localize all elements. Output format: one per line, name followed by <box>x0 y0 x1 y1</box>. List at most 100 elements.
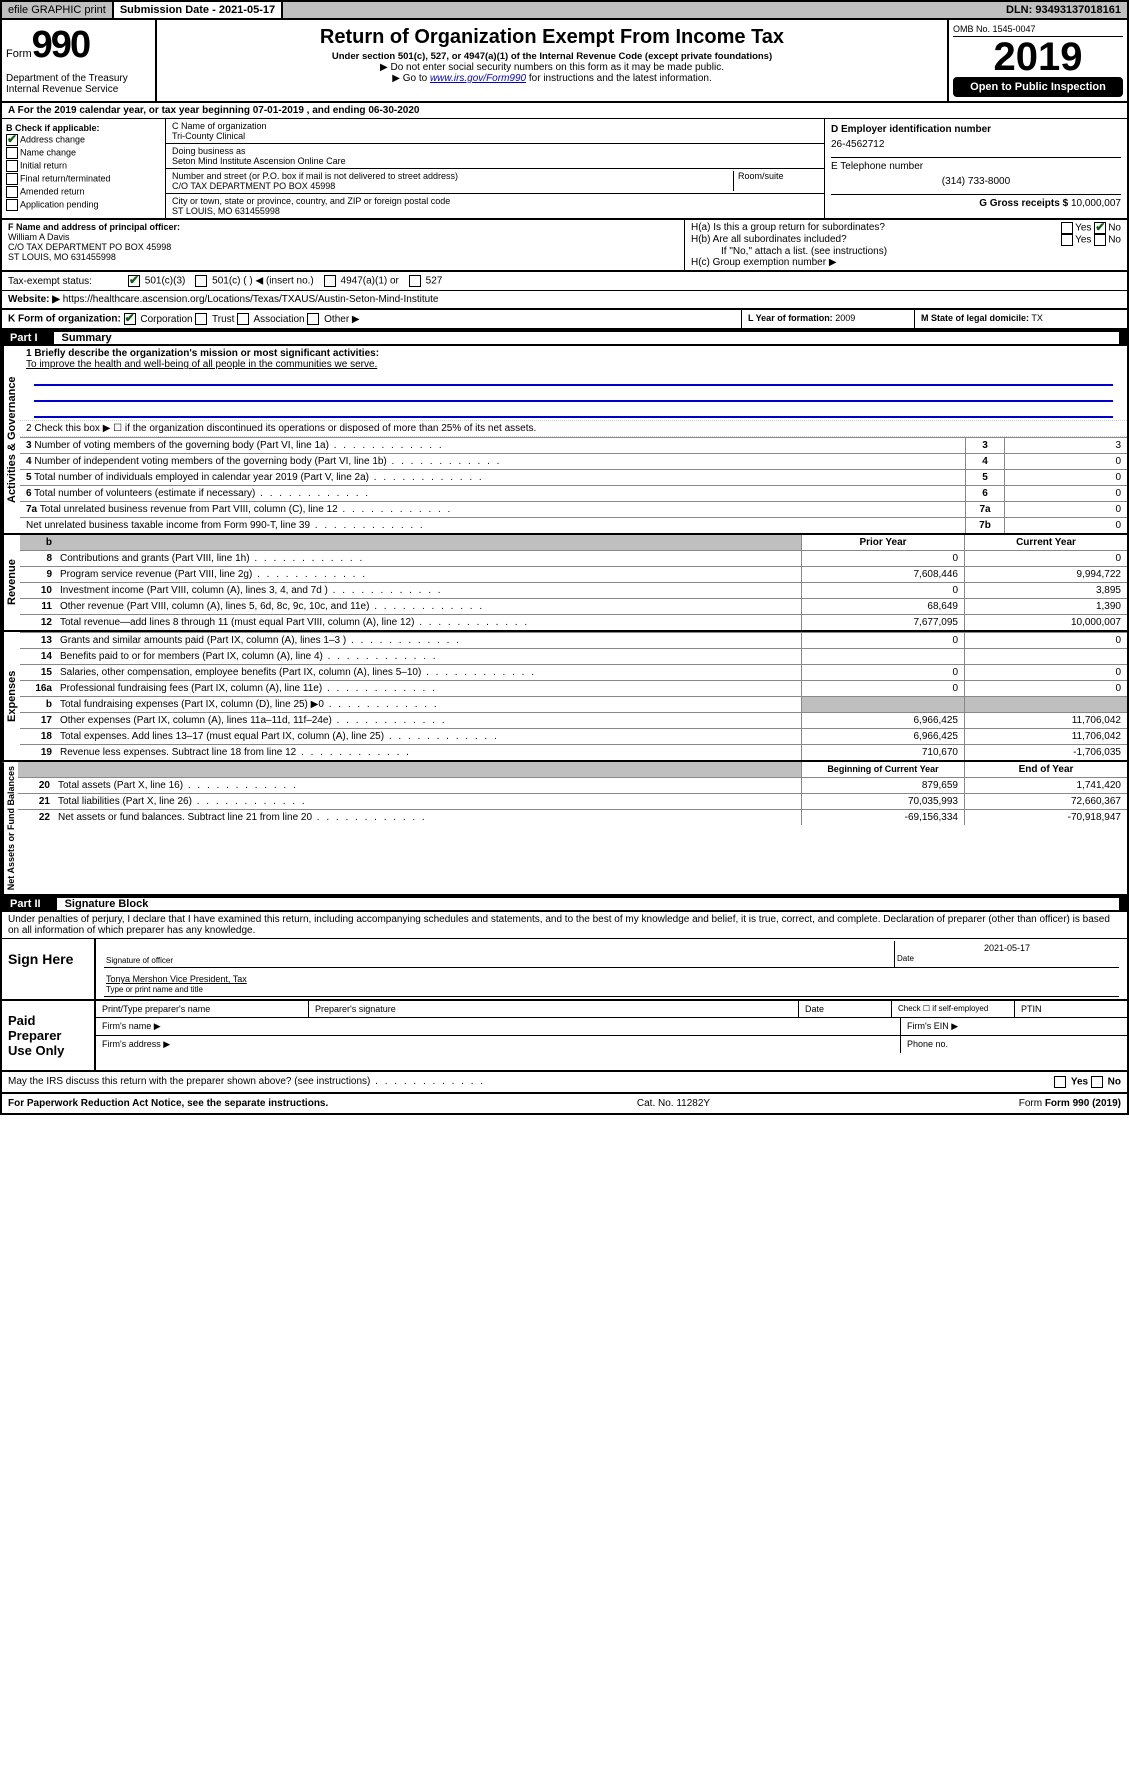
chk-assoc[interactable]: Association <box>237 314 304 325</box>
chk-address-change[interactable]: Address change <box>6 134 161 146</box>
year-box: OMB No. 1545-0047 2019 Open to Public In… <box>949 20 1127 101</box>
sign-here-label: Sign Here <box>2 939 96 999</box>
chk-4947[interactable]: 4947(a)(1) or <box>324 275 399 287</box>
formorg-row: K Form of organization: Corporation Trus… <box>2 310 1127 330</box>
gross-label: G Gross receipts $ <box>979 198 1068 209</box>
part1-header: Part I Summary <box>2 330 1127 346</box>
chk-trust[interactable]: Trust <box>195 314 234 325</box>
discuss-yes[interactable] <box>1054 1076 1066 1088</box>
rev-label: Revenue <box>2 535 20 630</box>
form-page: efile GRAPHIC print Submission Date - 20… <box>0 0 1129 1115</box>
part2-subtitle: Signature Block <box>57 898 1119 910</box>
ha-no[interactable]: No <box>1108 223 1121 234</box>
gov-line: 5 Total number of individuals employed i… <box>20 469 1127 485</box>
paid-preparer-block: Paid Preparer Use Only Print/Type prepar… <box>2 1001 1127 1072</box>
prep-date-hdr: Date <box>799 1001 892 1017</box>
efile-label[interactable]: efile GRAPHIC print <box>2 2 114 18</box>
prep-ptin-hdr: PTIN <box>1015 1001 1127 1017</box>
firm-phone: Phone no. <box>901 1036 1127 1053</box>
hb-label: H(b) Are all subordinates included? <box>691 234 847 246</box>
note-goto-pre: ▶ Go to <box>392 73 430 84</box>
footer: For Paperwork Reduction Act Notice, see … <box>2 1094 1127 1113</box>
revenue-section: Revenue b Prior Year Current Year 8Contr… <box>2 535 1127 632</box>
title-section: Form990 Department of the Treasury Inter… <box>2 20 1127 103</box>
discuss-text: May the IRS discuss this return with the… <box>8 1076 485 1088</box>
part1-label: Part I <box>10 332 50 344</box>
website-value: https://healthcare.ascension.org/Locatio… <box>63 294 439 305</box>
fin-line: 8Contributions and grants (Part VIII, li… <box>20 550 1127 566</box>
chk-501c[interactable]: 501(c) ( ) ◀ (insert no.) <box>195 275 313 287</box>
irs-link[interactable]: www.irs.gov/Form990 <box>430 73 526 84</box>
ha-yes[interactable]: Yes <box>1075 223 1091 234</box>
chk-corp[interactable]: Corporation <box>124 314 193 325</box>
fin-line: 14Benefits paid to or for members (Part … <box>20 648 1127 664</box>
ein-label: D Employer identification number <box>831 124 1121 135</box>
hb-note: If "No," attach a list. (see instruction… <box>691 246 1121 257</box>
website-row: Website: ▶ https://healthcare.ascension.… <box>2 291 1127 310</box>
officer-row: F Name and address of principal officer:… <box>2 220 1127 272</box>
chk-501c3[interactable]: 501(c)(3) <box>128 275 185 287</box>
gov-line: 7a Total unrelated business revenue from… <box>20 501 1127 517</box>
chk-initial-return[interactable]: Initial return <box>6 160 161 172</box>
sig-date: 2021-05-17Date <box>894 941 1119 968</box>
prep-se-hdr[interactable]: Check ☐ if self-employed <box>892 1001 1015 1017</box>
q2: 2 Check this box ▶ ☐ if the organization… <box>20 421 1127 437</box>
box-b-label: B Check if applicable: <box>6 123 161 133</box>
year-formation: 2009 <box>835 313 855 323</box>
fin-line: 19Revenue less expenses. Subtract line 1… <box>20 744 1127 760</box>
prep-name-hdr: Print/Type preparer's name <box>96 1001 309 1017</box>
col-end: End of Year <box>964 762 1127 777</box>
formorg-label: K Form of organization: <box>8 314 121 325</box>
phone-label: E Telephone number <box>831 161 1121 172</box>
chk-pending[interactable]: Application pending <box>6 199 161 211</box>
form-ref: Form Form 990 (2019) <box>1019 1098 1121 1109</box>
net-label: Net Assets or Fund Balances <box>2 762 18 894</box>
officer-label: F Name and address of principal officer: <box>8 222 678 232</box>
note-goto-post: for instructions and the latest informat… <box>526 73 712 84</box>
box-h: H(a) Is this a group return for subordin… <box>685 220 1127 270</box>
expenses-section: Expenses 13Grants and similar amounts pa… <box>2 632 1127 762</box>
sig-officer[interactable]: Signature of officer <box>104 941 894 968</box>
hb-yes[interactable]: Yes <box>1075 235 1091 246</box>
chk-527[interactable]: 527 <box>409 275 442 287</box>
discuss-no[interactable] <box>1091 1076 1103 1088</box>
dba-value: Seton Mind Institute Ascension Online Ca… <box>172 156 818 166</box>
chk-name-change[interactable]: Name change <box>6 147 161 159</box>
box-f: F Name and address of principal officer:… <box>2 220 685 270</box>
gov-line: 3 Number of voting members of the govern… <box>20 437 1127 453</box>
fin-line: 22Net assets or fund balances. Subtract … <box>18 809 1127 825</box>
fin-line: 21Total liabilities (Part X, line 26)70,… <box>18 793 1127 809</box>
hb-no[interactable]: No <box>1108 235 1121 246</box>
chk-final-return[interactable]: Final return/terminated <box>6 173 161 185</box>
website-label: Website: ▶ <box>8 294 60 305</box>
gov-line: Net unrelated business taxable income fr… <box>20 517 1127 533</box>
firm-ein: Firm's EIN ▶ <box>901 1018 1127 1035</box>
fin-line: 16aProfessional fundraising fees (Part I… <box>20 680 1127 696</box>
chk-other[interactable]: Other ▶ <box>307 314 359 325</box>
dba-label: Doing business as <box>172 146 818 156</box>
name-label: C Name of organization <box>172 121 818 131</box>
fin-line: 11Other revenue (Part VIII, column (A), … <box>20 598 1127 614</box>
tax-year: 2019 <box>953 37 1123 77</box>
city-label: City or town, state or province, country… <box>172 196 818 206</box>
part2-header: Part II Signature Block <box>2 896 1127 912</box>
fin-line: 18Total expenses. Add lines 13–17 (must … <box>20 728 1127 744</box>
part1-subtitle: Summary <box>54 332 1119 344</box>
header-bar: efile GRAPHIC print Submission Date - 20… <box>2 2 1127 20</box>
fin-line: bTotal fundraising expenses (Part IX, co… <box>20 696 1127 712</box>
box-l: L Year of formation: 2009 <box>742 310 915 328</box>
chk-amended[interactable]: Amended return <box>6 186 161 198</box>
title-box: Return of Organization Exempt From Incom… <box>157 20 949 101</box>
fin-line: 17Other expenses (Part IX, column (A), l… <box>20 712 1127 728</box>
dept-label: Department of the Treasury Internal Reve… <box>6 73 151 95</box>
box-d-e-g: D Employer identification number26-45627… <box>825 119 1127 218</box>
form-subtitle: Under section 501(c), 527, or 4947(a)(1)… <box>165 51 939 62</box>
col-current: Current Year <box>964 535 1127 550</box>
form-title: Return of Organization Exempt From Incom… <box>165 26 939 49</box>
gov-line: 6 Total number of volunteers (estimate i… <box>20 485 1127 501</box>
room-label: Room/suite <box>733 171 818 191</box>
box-k: K Form of organization: Corporation Trus… <box>2 310 742 328</box>
form-prefix: Form <box>6 48 32 60</box>
addr-label: Number and street (or P.O. box if mail i… <box>172 171 733 181</box>
governance-section: Activities & Governance 1 Briefly descri… <box>2 346 1127 535</box>
